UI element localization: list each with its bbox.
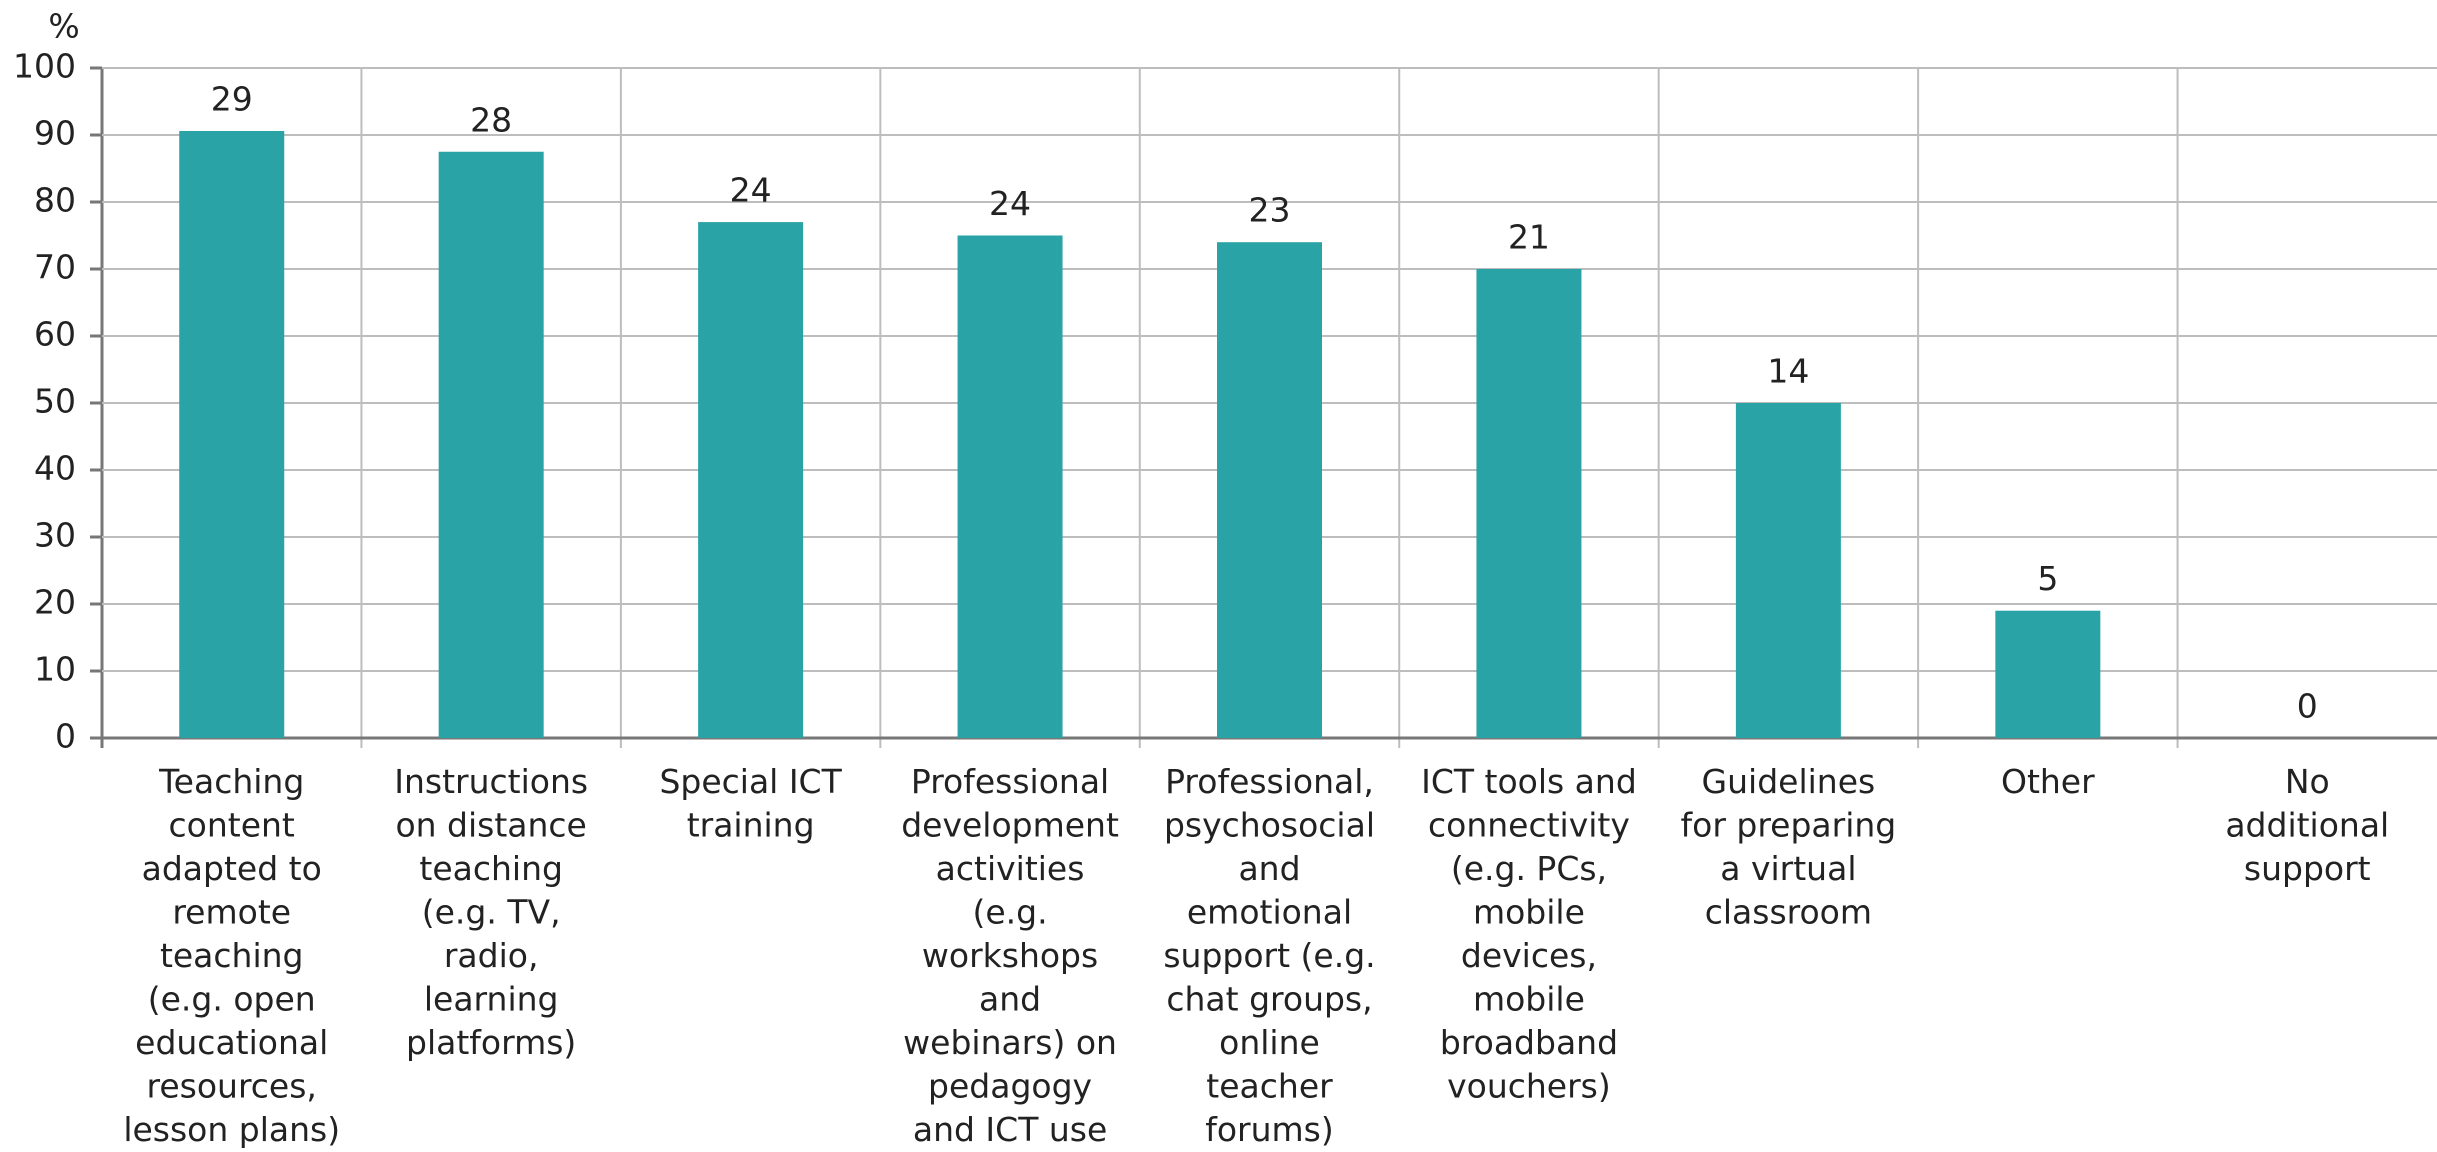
x-tick-label-line: platforms) — [406, 1023, 576, 1062]
bar — [438, 151, 544, 738]
x-tick-label: Other — [2001, 762, 2095, 801]
x-tick-label-line: (e.g. — [973, 892, 1048, 931]
x-tick-label-line: content — [169, 805, 295, 844]
x-tick-label-line: and ICT use — [913, 1110, 1107, 1149]
x-tick-label-line: vouchers) — [1447, 1066, 1611, 1105]
x-tick-label-line: teaching — [160, 936, 304, 975]
x-tick-label-line: webinars) on — [903, 1023, 1117, 1062]
x-tick-label-line: devices, — [1461, 936, 1597, 975]
x-tick-label-line: (e.g. TV, — [422, 892, 561, 931]
y-tick-label: 60 — [34, 315, 76, 354]
x-tick-label-line: resources, — [147, 1066, 317, 1105]
x-tick-label-line: radio, — [444, 936, 539, 975]
x-tick-label-line: workshops — [922, 936, 1098, 975]
x-tick-label-line: mobile — [1473, 979, 1585, 1018]
y-tick-label: 80 — [34, 181, 76, 220]
x-tick-label-line: adapted to — [142, 849, 322, 888]
y-tick-label: 40 — [34, 449, 76, 488]
x-tick-label-line: classroom — [1705, 892, 1872, 931]
bar — [698, 222, 804, 739]
count-label: 14 — [1767, 352, 1809, 391]
x-tick-label: Instructions on distance teaching (e.g. TV,… — [394, 762, 588, 1062]
x-tick-label-line: psychosocial — [1164, 805, 1375, 844]
x-tick-label-line: pedagogy — [928, 1066, 1092, 1105]
x-tick-label-line: training — [687, 805, 815, 844]
x-tick-label-line: additional — [2225, 805, 2389, 844]
y-tick-label: 50 — [34, 382, 76, 421]
bar — [1995, 610, 2101, 738]
x-tick-label: Professional, psychosocial and emotional sup… — [1163, 762, 1375, 1149]
x-tick-label-line: for preparing — [1681, 805, 1897, 844]
x-tick-label-line: Special ICT — [659, 762, 842, 801]
x-tick-label-line: teaching — [419, 849, 563, 888]
y-tick-label: 20 — [34, 583, 76, 622]
y-tick-label: 30 — [34, 516, 76, 555]
x-tick-label-line: Other — [2001, 762, 2095, 801]
x-tick-label-line: learning — [424, 979, 559, 1018]
x-tick-label-line: online — [1219, 1023, 1320, 1062]
x-tick-label-line: lesson plans) — [123, 1110, 340, 1149]
count-label: 29 — [211, 79, 253, 118]
count-label: 24 — [730, 171, 772, 210]
x-tick-label-line: mobile — [1473, 892, 1585, 931]
x-tick-label-line: forums) — [1205, 1110, 1334, 1149]
x-tick-label-line: support — [2244, 849, 2371, 888]
x-tick-label-line: and — [1238, 849, 1300, 888]
x-tick-label: No additional support — [2225, 762, 2389, 888]
x-tick-label: ICT tools and connectivity (e.g. PCs, mobil… — [1421, 762, 1637, 1106]
x-tick-label: Guidelines for preparing a virtual classroo… — [1681, 762, 1897, 932]
bar — [1735, 403, 1841, 738]
y-tick-label: 100 — [13, 47, 76, 86]
x-tick-label: Special ICT training — [659, 762, 842, 845]
x-tick-label-line: support (e.g. — [1163, 936, 1375, 975]
x-tick-label: Teaching content adapted to remote teaching (… — [123, 762, 340, 1149]
x-tick-label: Professional development activities (e.g. wo… — [901, 762, 1119, 1149]
x-tick-label-line: chat groups, — [1166, 979, 1372, 1018]
x-tick-label-line: development — [901, 805, 1119, 844]
x-tick-label-line: (e.g. open — [148, 979, 316, 1018]
x-tick-label-line: educational — [135, 1023, 328, 1062]
x-tick-label-line: connectivity — [1428, 805, 1630, 844]
x-tick-label-line: broadband — [1440, 1023, 1618, 1062]
x-tick-label-line: Professional, — [1165, 762, 1374, 801]
count-label: 5 — [2037, 559, 2058, 598]
x-tick-label-line: (e.g. PCs, — [1451, 849, 1607, 888]
x-tick-label-line: No — [2285, 762, 2330, 801]
count-label: 0 — [2297, 687, 2318, 726]
y-tick-label: 0 — [55, 717, 76, 756]
x-tick-label-line: activities — [936, 849, 1085, 888]
y-tick-label: 70 — [34, 248, 76, 287]
y-tick-label: 90 — [34, 114, 76, 153]
x-tick-label-line: Teaching — [158, 762, 304, 801]
y-axis-label: % — [48, 7, 79, 46]
x-tick-label-line: remote — [172, 892, 291, 931]
x-tick-label-line: Instructions — [394, 762, 588, 801]
bar — [179, 130, 285, 739]
y-tick-label: 10 — [34, 650, 76, 689]
count-label: 24 — [989, 184, 1031, 223]
x-tick-label-line: teacher — [1206, 1066, 1333, 1105]
x-tick-label-line: Guidelines — [1702, 762, 1876, 801]
x-tick-label-line: emotional — [1187, 892, 1352, 931]
x-tick-label-line: ICT tools and — [1421, 762, 1637, 801]
bar — [957, 235, 1063, 738]
x-tick-label-line: on distance — [395, 805, 586, 844]
count-label: 21 — [1508, 218, 1550, 257]
x-tick-label-line: and — [979, 979, 1041, 1018]
x-tick-label-line: a virtual — [1720, 849, 1856, 888]
bar — [1217, 242, 1322, 738]
bar — [1476, 269, 1582, 738]
count-label: 23 — [1249, 191, 1291, 230]
x-tick-label-line: Professional — [911, 762, 1109, 801]
count-label: 28 — [470, 100, 512, 139]
